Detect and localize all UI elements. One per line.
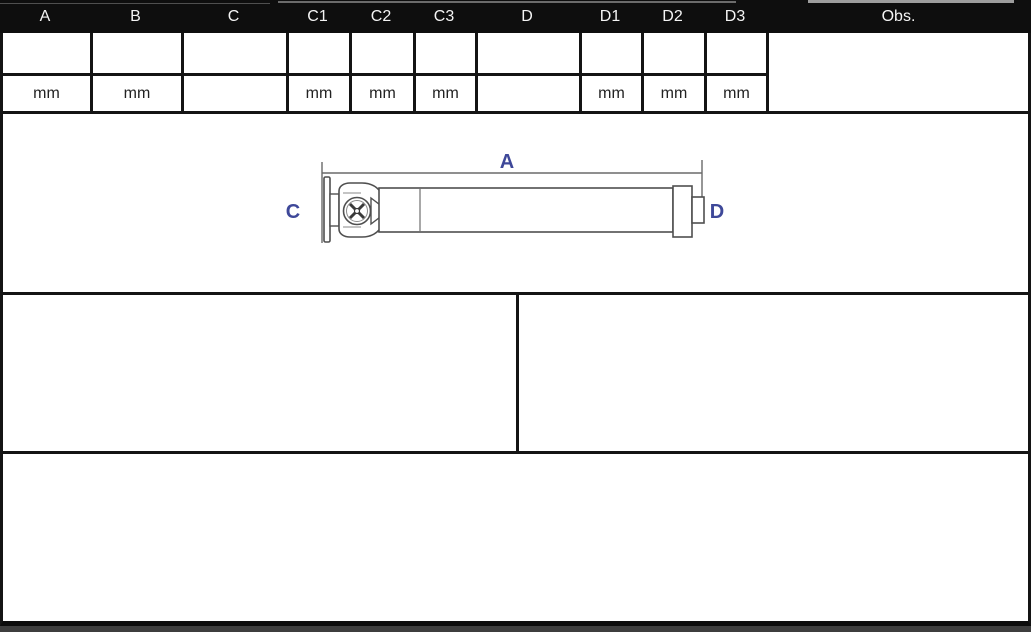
remarks-cell <box>0 454 1031 626</box>
column-header-b: B <box>130 7 141 25</box>
value-cell-c <box>184 33 286 73</box>
unit-cell-a: mm <box>3 76 90 111</box>
unit-cell-c1: mm <box>289 76 349 111</box>
value-cell-d1 <box>582 33 641 73</box>
end-collar <box>672 185 693 238</box>
notes-cell-left <box>3 295 516 451</box>
driveshaft-diagram: A C D <box>286 151 724 243</box>
value-cell-c1 <box>289 33 349 73</box>
value-cell-c2 <box>352 33 413 73</box>
scan-artifact-line <box>278 1 736 3</box>
unit-cell-c2: mm <box>352 76 413 111</box>
column-header-row: A B C C1 C2 C3 D D1 D2 D3 Obs. <box>0 0 1031 33</box>
unit-cell-c3: mm <box>416 76 475 111</box>
obs-cell <box>769 33 1028 111</box>
tube <box>378 187 674 233</box>
diagram-label-d: D <box>710 201 724 223</box>
value-cell-d2 <box>644 33 704 73</box>
column-header-d3: D3 <box>724 7 746 25</box>
u-joint-bearing <box>342 196 372 226</box>
unit-cell-d3: mm <box>707 76 766 111</box>
diagram-label-c: C <box>286 201 300 223</box>
notes-cell-right <box>519 295 1028 451</box>
column-header-c1: C1 <box>307 7 328 25</box>
column-header-c3: C3 <box>433 7 455 25</box>
scan-artifact-line <box>0 3 270 4</box>
unit-cell-d2: mm <box>644 76 704 111</box>
column-header-a: A <box>39 7 51 25</box>
scan-artifact-line <box>808 0 1014 3</box>
value-and-unit-rows: mm mm mm mm mm mm mm mm <box>0 33 1031 114</box>
value-cell-d3 <box>707 33 766 73</box>
column-header-c2: C2 <box>370 7 392 25</box>
value-cell-b <box>93 33 181 73</box>
flange <box>323 176 331 243</box>
yoke-contour <box>343 192 361 228</box>
stub-shaft <box>691 196 705 224</box>
column-header-d: D <box>521 7 533 25</box>
value-cell-c3 <box>416 33 475 73</box>
value-cell-a <box>3 33 90 73</box>
bottom-strip <box>0 626 1031 632</box>
value-cell-d <box>478 33 579 73</box>
column-header-obs: Obs. <box>881 7 916 25</box>
diagram-panel: A C D <box>0 114 1031 295</box>
notes-row <box>0 295 1031 454</box>
column-header-c: C <box>227 7 240 25</box>
column-header-d2: D2 <box>662 7 683 25</box>
flange-hub <box>329 193 340 227</box>
diagram-label-a: A <box>500 151 514 173</box>
unit-cell-b: mm <box>93 76 181 111</box>
unit-cell-d <box>478 76 579 111</box>
unit-cell-d1: mm <box>582 76 641 111</box>
column-header-d1: D1 <box>599 7 621 25</box>
unit-cell-c <box>184 76 286 111</box>
